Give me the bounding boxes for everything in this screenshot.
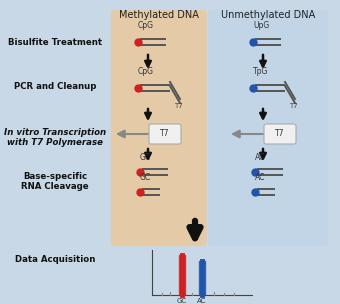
Text: GC: GC [140,173,151,182]
Text: TpG: TpG [253,67,268,76]
Text: PCR and Cleanup: PCR and Cleanup [14,82,96,91]
Text: T7: T7 [174,103,182,109]
Text: Data Acquisition: Data Acquisition [15,255,95,264]
FancyBboxPatch shape [208,10,328,246]
FancyBboxPatch shape [149,124,181,144]
Text: Bisulfite Treatment: Bisulfite Treatment [8,38,102,47]
Text: Methylated DNA: Methylated DNA [119,10,199,20]
FancyBboxPatch shape [264,124,296,144]
Text: In vitro Transcription
with T7 Polymerase: In vitro Transcription with T7 Polymeras… [4,128,106,147]
Text: UpG: UpG [253,21,269,30]
Text: AC: AC [255,173,266,182]
Text: CpG: CpG [138,21,154,30]
Text: T7: T7 [275,130,285,139]
Text: Unmethylated DNA: Unmethylated DNA [221,10,315,20]
Text: AC: AC [255,153,266,162]
FancyBboxPatch shape [111,10,207,246]
Text: AC: AC [197,298,207,304]
Text: T7: T7 [160,130,170,139]
Text: CpG: CpG [138,67,154,76]
Text: GC: GC [177,298,187,304]
Text: Base-specific
RNA Cleavage: Base-specific RNA Cleavage [21,172,89,192]
Text: GC: GC [140,153,151,162]
Text: T7: T7 [289,103,298,109]
